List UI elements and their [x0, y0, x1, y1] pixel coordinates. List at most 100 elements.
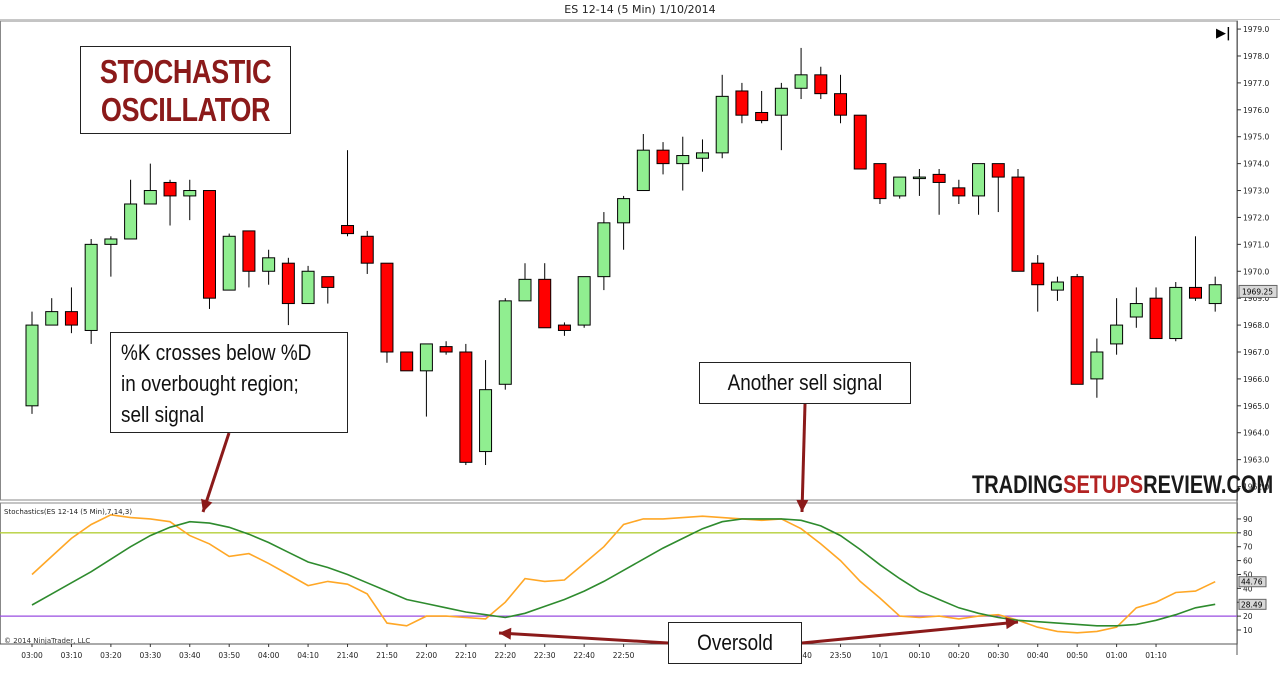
candle-body [1188, 286, 1202, 299]
time-tick-label: 22:20 [494, 651, 516, 660]
candle-body [459, 351, 473, 463]
candle-body [873, 163, 887, 200]
candle-body [656, 149, 670, 165]
time-tick-label: 04:10 [297, 651, 319, 660]
candle-body [774, 87, 788, 116]
osc-tick-label: 60 [1243, 557, 1253, 566]
candle-body [518, 278, 532, 302]
candle-body [202, 190, 216, 299]
window-title: ES 12-14 (5 Min) 1/10/2014 [0, 0, 1280, 20]
time-tick-label: 10/1 [872, 651, 889, 660]
time-tick-label: 00:30 [987, 651, 1009, 660]
time-tick-label: 00:10 [909, 651, 931, 660]
oscillator-title: Stochastics(ES 12-14 (5 Min),7,14,3) [4, 508, 133, 516]
last-price-label: 1969.25 [1242, 287, 1273, 296]
callout-crossover-line-3: sell signal [121, 402, 205, 427]
time-tick-label: 21:40 [337, 651, 359, 660]
candle-body [143, 190, 157, 205]
candle-body [715, 95, 729, 154]
time-tick-label: 03:20 [100, 651, 122, 660]
time-tick-label: 01:00 [1106, 651, 1128, 660]
time-tick-label: 03:00 [21, 651, 43, 660]
osc-value-label: 28.49 [1241, 600, 1263, 609]
candle-body [1031, 262, 1045, 286]
time-tick-label: 21:50 [376, 651, 398, 660]
time-tick-label: 03:10 [61, 651, 83, 660]
candle-body [577, 276, 591, 326]
candle-body [281, 262, 295, 305]
price-tick-label: 1979.0 [1243, 25, 1269, 34]
chart-heading-box: STOCHASTIC OSCILLATOR [80, 46, 291, 134]
candle-body [400, 351, 414, 372]
price-axis: 1962.0 1963.0 1964.0 1965.0 1966.0 1967.0 1968… [0, 20, 1278, 655]
candle-body [893, 176, 907, 197]
osc-value-badge [1238, 598, 1267, 610]
time-tick-label: 01:10 [1145, 651, 1167, 660]
price-tick-label: 1967.0 [1243, 348, 1269, 357]
candle-body [1011, 176, 1025, 272]
price-tick-label: 1969.0 [1243, 294, 1269, 303]
candle-body [222, 235, 236, 291]
candle-body [814, 74, 828, 95]
time-tick-label: 00:50 [1066, 651, 1088, 660]
osc-value-badge [1238, 576, 1267, 588]
callout-another-sell-text: Another sell signal [727, 370, 883, 395]
candle-body [912, 176, 926, 180]
osc-tick-label: 40 [1243, 584, 1253, 593]
time-tick-label: 03:50 [218, 651, 240, 660]
price-tick-label: 1976.0 [1243, 106, 1269, 115]
candle-body [64, 311, 78, 326]
candle-body [301, 270, 315, 305]
candle-body [597, 222, 611, 278]
time-tick-label: 22:10 [455, 651, 477, 660]
candle-body [932, 173, 946, 183]
candle-body [538, 278, 552, 329]
arrow-crossover-shaft [201, 432, 231, 513]
callout-crossover-line-2: in overbought region; [121, 371, 299, 396]
arrow-oversold-left-head [499, 627, 512, 640]
arrow-crossover-head [201, 498, 213, 512]
time-tick-label: 22:50 [613, 651, 635, 660]
time-tick-label: 03:30 [140, 651, 162, 660]
time-tick-label: 00:40 [1027, 651, 1049, 660]
candle-body [853, 114, 867, 170]
time-axis: 03:00 03:10 03:20 03:30 03:40 03:50 04:00 04:10… [0, 643, 1237, 660]
osc-value-label: 44.76 [1241, 578, 1263, 587]
candle-body [479, 389, 493, 453]
site-watermark: TRADINGSETUPSREVIEW.COM [972, 471, 1273, 500]
heading-line-1: STOCHASTIC [99, 53, 272, 90]
price-candles [25, 47, 1222, 466]
candle-body [735, 90, 749, 116]
oscillator-lines [31, 513, 1216, 634]
price-tick-label: 1964.0 [1243, 429, 1269, 438]
osc-tick-label: 90 [1243, 515, 1253, 524]
price-tick-label: 1962.0 [1243, 483, 1269, 492]
osc-tick-label: 20 [1243, 612, 1253, 621]
candle-body [124, 203, 138, 240]
osc-tick-label: 70 [1243, 543, 1253, 552]
callout-oversold: Oversold [668, 622, 802, 664]
arrow-another-sell-shaft [800, 403, 807, 513]
price-tick-label: 1974.0 [1243, 160, 1269, 169]
candle-body [262, 257, 276, 272]
price-tick-label: 1978.0 [1243, 52, 1269, 61]
time-tick-label: 22:40 [573, 651, 595, 660]
price-tick-label: 1971.0 [1243, 240, 1269, 249]
candle-body [676, 155, 690, 165]
price-tick-label: 1975.0 [1243, 133, 1269, 142]
candle-body [972, 163, 986, 197]
time-tick-label: 23:50 [830, 651, 852, 660]
skip-to-end-icon[interactable]: ▶| [1216, 26, 1231, 41]
candle-body [755, 111, 769, 122]
candle-body [1169, 286, 1183, 340]
candle-body [1110, 324, 1124, 345]
candle-body [45, 311, 59, 326]
callout-another-sell: Another sell signal [699, 362, 911, 404]
candle-body [242, 230, 256, 272]
candle-body [84, 243, 98, 331]
time-tick-label: 03:40 [179, 651, 201, 660]
candle-body [163, 181, 177, 197]
arrow-oversold-left-shaft [498, 631, 669, 645]
time-tick-label: 00:20 [948, 651, 970, 660]
candle-body [952, 187, 966, 197]
